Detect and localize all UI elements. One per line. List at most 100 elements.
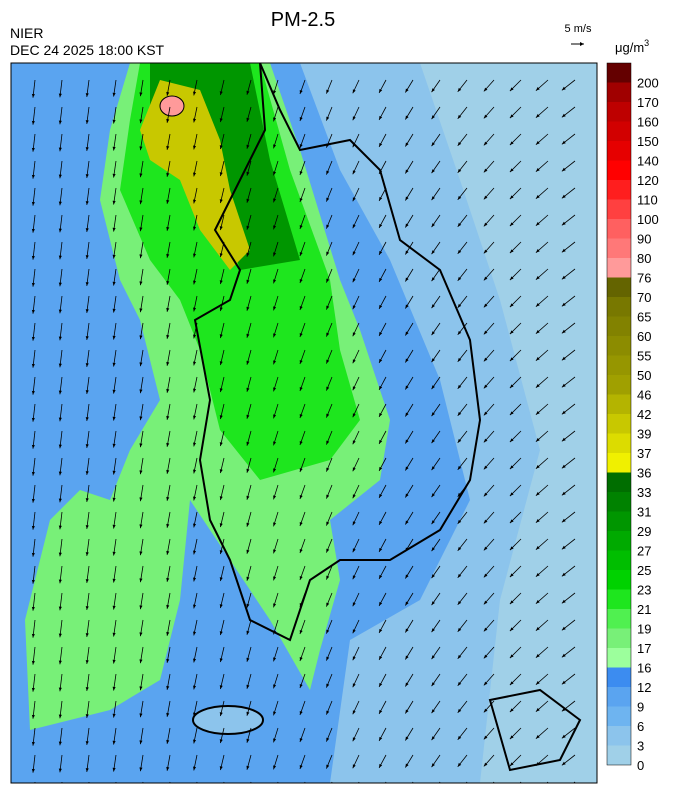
colorbar-label: 42 bbox=[637, 407, 651, 422]
colorbar-label: 12 bbox=[637, 680, 651, 695]
colorbar-box bbox=[607, 551, 631, 571]
colorbar-box bbox=[607, 687, 631, 707]
wind-arrow bbox=[274, 782, 278, 795]
colorbar-box bbox=[607, 473, 631, 493]
colorbar-box bbox=[607, 356, 631, 376]
datetime: DEC 24 2025 18:00 KST bbox=[10, 42, 165, 58]
colorbar-label: 19 bbox=[637, 622, 651, 637]
wind-arrowhead bbox=[432, 790, 435, 794]
title: PM-2.5 bbox=[271, 9, 335, 31]
colorbar-label: 23 bbox=[637, 583, 651, 598]
colorbar-box bbox=[607, 219, 631, 239]
unit: μg/m3 bbox=[615, 38, 649, 55]
wind-arrow bbox=[194, 782, 197, 795]
colorbar-box bbox=[607, 180, 631, 200]
wind-arrow bbox=[353, 782, 359, 795]
wind-arrow bbox=[87, 782, 89, 795]
wind-arrow bbox=[140, 782, 143, 795]
colorbar-label: 60 bbox=[637, 329, 651, 344]
colorbar-box bbox=[607, 414, 631, 434]
colorbar-box bbox=[607, 122, 631, 142]
colorbar-box bbox=[607, 746, 631, 766]
wind-arrow bbox=[247, 782, 251, 795]
jeju-island bbox=[193, 706, 263, 734]
colorbar-label: 50 bbox=[637, 368, 651, 383]
wind-arrow bbox=[379, 782, 386, 795]
colorbar-label: 0 bbox=[637, 758, 644, 773]
wind-arrow bbox=[33, 782, 35, 795]
wind-arrowhead bbox=[353, 791, 356, 795]
colorbar-label: 37 bbox=[637, 446, 651, 461]
colorbar-box bbox=[607, 570, 631, 590]
colorbar-box bbox=[607, 590, 631, 610]
colorbar-box bbox=[607, 141, 631, 161]
wind-arrow bbox=[484, 782, 494, 793]
wind-arrow bbox=[300, 782, 305, 795]
colorbar-box bbox=[607, 239, 631, 259]
wind-arrow bbox=[536, 782, 548, 793]
wind-arrowhead bbox=[405, 791, 408, 795]
colorbar-box bbox=[607, 648, 631, 668]
colorbar-label: 21 bbox=[637, 602, 651, 617]
colorbar: 0369121617192123252729313336373942465055… bbox=[607, 63, 659, 773]
colorbar-box bbox=[607, 531, 631, 551]
wind-arrow bbox=[326, 782, 332, 795]
colorbar-label: 29 bbox=[637, 524, 651, 539]
agency: NIER bbox=[10, 25, 43, 41]
colorbar-label: 9 bbox=[637, 700, 644, 715]
unit-sup: 3 bbox=[644, 38, 649, 48]
colorbar-label: 31 bbox=[637, 505, 651, 520]
colorbar-label: 33 bbox=[637, 485, 651, 500]
colorbar-box bbox=[607, 161, 631, 181]
colorbar-label: 100 bbox=[637, 212, 659, 227]
colorbar-box bbox=[607, 63, 631, 83]
map bbox=[11, 63, 597, 795]
colorbar-label: 160 bbox=[637, 115, 659, 130]
colorbar-label: 140 bbox=[637, 154, 659, 169]
colorbar-label: 90 bbox=[637, 232, 651, 247]
wind-arrow bbox=[562, 782, 575, 792]
colorbar-box bbox=[607, 492, 631, 512]
wind-arrowhead bbox=[458, 790, 462, 794]
colorbar-box bbox=[607, 200, 631, 220]
colorbar-label: 150 bbox=[637, 134, 659, 149]
colorbar-box bbox=[607, 629, 631, 649]
colorbar-label: 36 bbox=[637, 466, 651, 481]
colorbar-label: 46 bbox=[637, 388, 651, 403]
colorbar-box bbox=[607, 707, 631, 727]
colorbar-label: 200 bbox=[637, 76, 659, 91]
wind-arrow bbox=[167, 782, 170, 795]
wind-arrowhead bbox=[562, 789, 566, 793]
wind-arrowhead bbox=[536, 789, 540, 793]
colorbar-box bbox=[607, 297, 631, 317]
wind-arrowhead bbox=[326, 792, 329, 795]
colorbar-label: 27 bbox=[637, 544, 651, 559]
colorbar-box bbox=[607, 726, 631, 746]
colorbar-box bbox=[607, 453, 631, 473]
colorbar-box bbox=[607, 668, 631, 688]
colorbar-box bbox=[607, 317, 631, 337]
colorbar-box bbox=[607, 102, 631, 122]
wind-legend-arrowhead bbox=[580, 42, 584, 46]
wind-arrow bbox=[405, 782, 413, 795]
colorbar-box bbox=[607, 258, 631, 278]
wind-arrow bbox=[60, 782, 62, 795]
colorbar-label: 80 bbox=[637, 251, 651, 266]
wind-arrowhead bbox=[510, 789, 514, 793]
colorbar-label: 65 bbox=[637, 310, 651, 325]
colorbar-label: 16 bbox=[637, 661, 651, 676]
wind-arrowhead bbox=[484, 790, 488, 794]
colorbar-box bbox=[607, 512, 631, 532]
wind-arrow bbox=[458, 782, 467, 794]
wind-arrow bbox=[114, 782, 116, 795]
red-core bbox=[160, 96, 184, 116]
colorbar-box bbox=[607, 375, 631, 395]
colorbar-label: 70 bbox=[637, 290, 651, 305]
colorbar-box bbox=[607, 609, 631, 629]
colorbar-box bbox=[607, 434, 631, 454]
colorbar-label: 170 bbox=[637, 95, 659, 110]
wind-arrow bbox=[432, 782, 440, 794]
colorbar-label: 25 bbox=[637, 563, 651, 578]
colorbar-label: 120 bbox=[637, 173, 659, 188]
